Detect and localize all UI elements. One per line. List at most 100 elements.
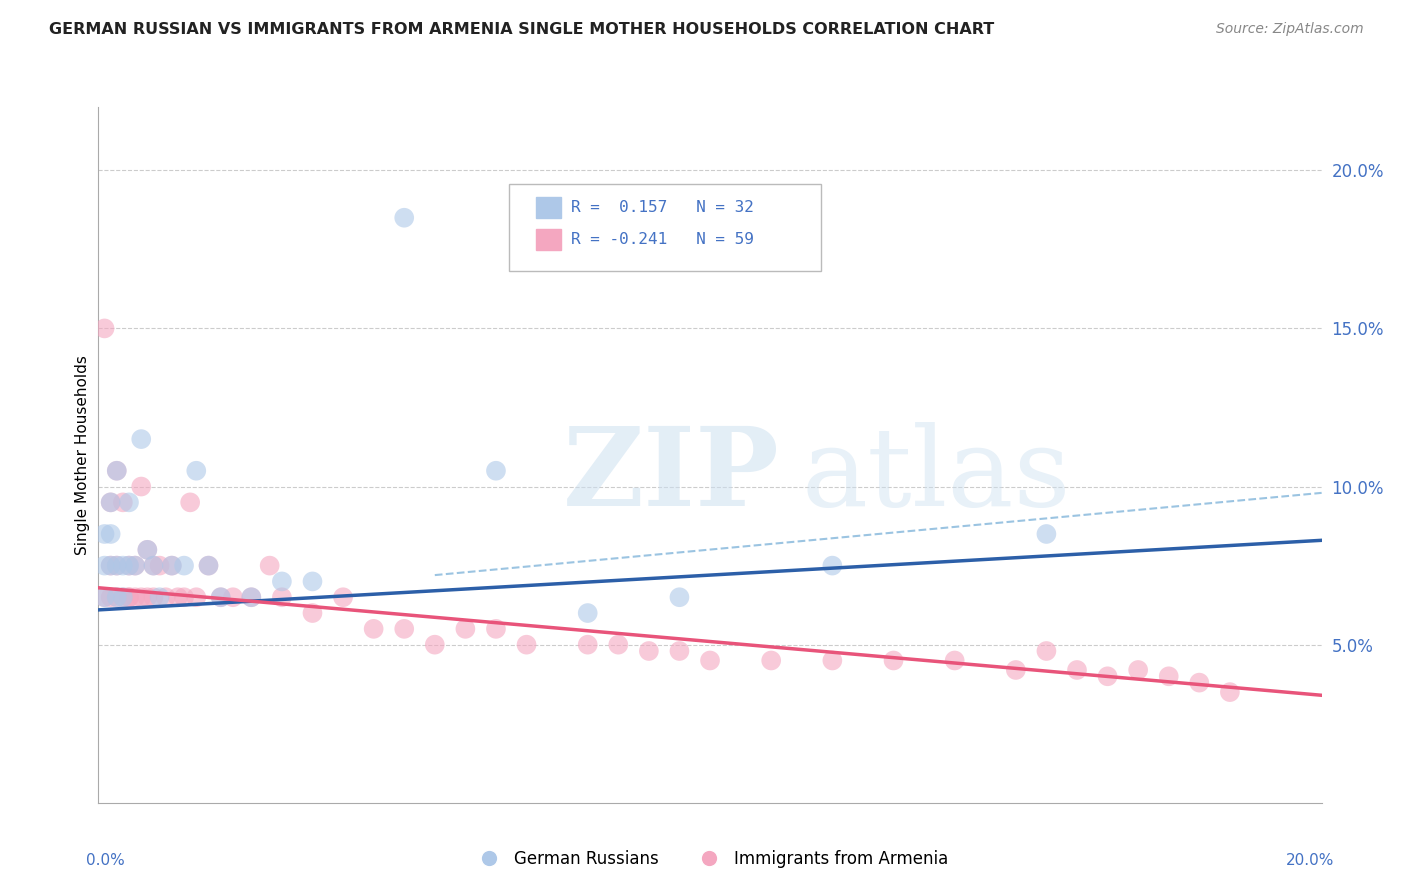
Point xyxy=(943,653,966,667)
Point xyxy=(160,558,183,573)
Point xyxy=(423,638,446,652)
Text: 20.0%: 20.0% xyxy=(1285,854,1334,869)
Text: ZIP: ZIP xyxy=(564,422,780,529)
Point xyxy=(576,606,599,620)
Point xyxy=(136,542,159,557)
Point xyxy=(111,591,134,605)
Point xyxy=(1219,685,1241,699)
Point xyxy=(100,558,122,573)
Point xyxy=(222,591,245,605)
Point xyxy=(668,644,690,658)
Point xyxy=(454,622,477,636)
Point xyxy=(100,495,122,509)
Point xyxy=(332,591,354,605)
Point xyxy=(173,558,195,573)
Text: atlas: atlas xyxy=(801,422,1071,529)
Point xyxy=(111,558,134,573)
Point xyxy=(270,574,292,589)
Point xyxy=(129,432,152,446)
Point xyxy=(1157,669,1180,683)
Point xyxy=(93,591,115,605)
Point xyxy=(1035,527,1057,541)
Point xyxy=(179,495,201,509)
Point xyxy=(637,644,661,658)
Point xyxy=(100,591,122,605)
Point xyxy=(100,558,122,573)
Point xyxy=(270,591,292,605)
Point xyxy=(607,638,630,652)
Point xyxy=(105,464,128,478)
Point xyxy=(93,591,115,605)
Point xyxy=(240,591,263,605)
Point xyxy=(240,591,263,605)
Point xyxy=(155,591,177,605)
Point xyxy=(485,622,508,636)
Point xyxy=(118,591,141,605)
Point xyxy=(93,558,115,573)
Point xyxy=(883,653,905,667)
Bar xyxy=(536,229,561,251)
Point xyxy=(149,591,172,605)
Point xyxy=(301,606,323,620)
Bar xyxy=(536,197,561,219)
Point xyxy=(1097,669,1119,683)
Point xyxy=(392,622,416,636)
FancyBboxPatch shape xyxy=(509,184,821,270)
Point xyxy=(301,574,323,589)
Point xyxy=(100,495,122,509)
Point xyxy=(124,558,146,573)
Point xyxy=(1188,675,1211,690)
Point xyxy=(516,638,538,652)
Point xyxy=(124,558,146,573)
Text: R = -0.241   N = 59: R = -0.241 N = 59 xyxy=(571,233,754,247)
Text: Source: ZipAtlas.com: Source: ZipAtlas.com xyxy=(1216,22,1364,37)
Text: R =  0.157   N = 32: R = 0.157 N = 32 xyxy=(571,201,754,216)
Point xyxy=(105,591,128,605)
Point xyxy=(259,558,281,573)
Point xyxy=(821,653,844,667)
Point xyxy=(1066,663,1088,677)
Point xyxy=(186,464,208,478)
Point xyxy=(821,558,844,573)
Point xyxy=(142,558,165,573)
Point xyxy=(136,542,159,557)
Point xyxy=(105,558,128,573)
Point xyxy=(105,464,128,478)
Point xyxy=(173,591,195,605)
Point xyxy=(485,464,508,478)
Point xyxy=(363,622,385,636)
Point xyxy=(124,591,146,605)
Point xyxy=(1035,644,1057,658)
Point xyxy=(100,527,122,541)
Point xyxy=(136,591,159,605)
Point xyxy=(142,591,165,605)
Point xyxy=(209,591,232,605)
Text: GERMAN RUSSIAN VS IMMIGRANTS FROM ARMENIA SINGLE MOTHER HOUSEHOLDS CORRELATION C: GERMAN RUSSIAN VS IMMIGRANTS FROM ARMENI… xyxy=(49,22,994,37)
Point xyxy=(160,558,183,573)
Point xyxy=(111,591,134,605)
Point xyxy=(576,638,599,652)
Legend: German Russians, Immigrants from Armenia: German Russians, Immigrants from Armenia xyxy=(465,843,955,874)
Point xyxy=(118,558,141,573)
Point xyxy=(93,527,115,541)
Point xyxy=(209,591,232,605)
Point xyxy=(118,495,141,509)
Point xyxy=(149,558,172,573)
Point xyxy=(167,591,190,605)
Text: 0.0%: 0.0% xyxy=(86,854,125,869)
Point xyxy=(118,591,141,605)
Point xyxy=(186,591,208,605)
Point xyxy=(699,653,721,667)
Point xyxy=(197,558,219,573)
Point xyxy=(129,479,152,493)
Point xyxy=(197,558,219,573)
Point xyxy=(105,558,128,573)
Point xyxy=(129,591,152,605)
Point xyxy=(118,558,141,573)
Point xyxy=(142,558,165,573)
Point xyxy=(93,321,115,335)
Point xyxy=(1128,663,1150,677)
Point xyxy=(668,591,690,605)
Point xyxy=(392,211,416,225)
Y-axis label: Single Mother Households: Single Mother Households xyxy=(75,355,90,555)
